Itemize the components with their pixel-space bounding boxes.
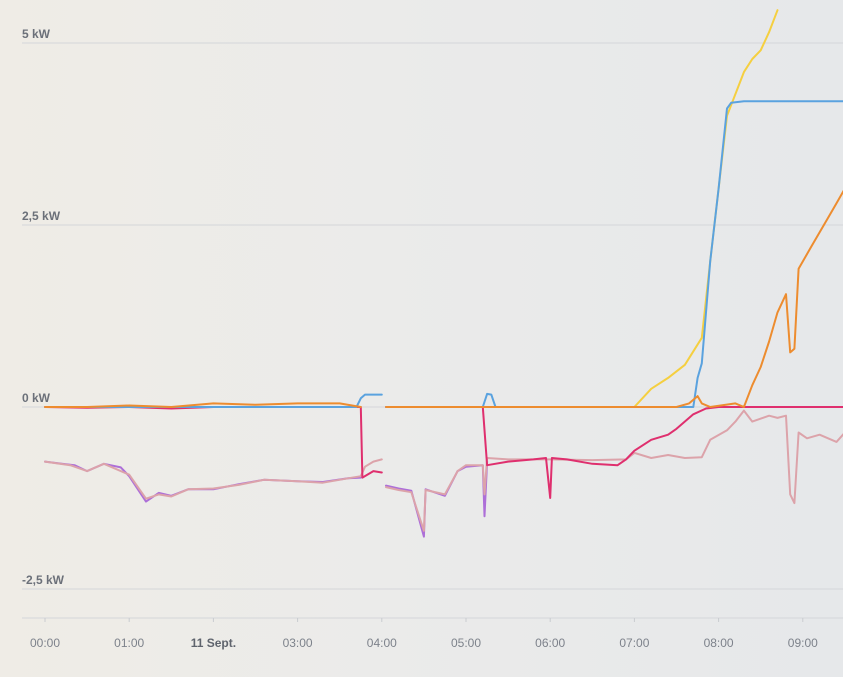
series-line-0 — [44, 460, 489, 538]
y-tick-label: 5 kW — [22, 27, 51, 41]
series-line-4 — [44, 100, 843, 408]
series-lines — [44, 9, 843, 538]
series-line-2 — [44, 406, 843, 499]
x-tick-label: 09:00 — [788, 636, 818, 650]
x-tick-label: 11 Sept. — [191, 636, 236, 650]
x-tick-label: 07:00 — [619, 636, 649, 650]
grid-lines — [22, 42, 843, 590]
x-tick-label: 08:00 — [704, 636, 734, 650]
y-tick-label: -2,5 kW — [22, 573, 65, 587]
series-line-5 — [44, 189, 843, 408]
y-tick-label: 0 kW — [22, 391, 51, 405]
series-line-3 — [633, 9, 779, 408]
x-axis: 00:00 01:00 11 Sept. 03:00 04:00 05:00 06:00 07… — [22, 617, 843, 650]
series-line-1 — [44, 409, 843, 532]
x-tick-label: 01:00 — [114, 636, 144, 650]
y-tick-label: 2,5 kW — [22, 209, 61, 223]
y-axis-labels: 5 kW 2,5 kW 0 kW -2,5 kW — [22, 27, 65, 587]
x-tick-label: 03:00 — [283, 636, 313, 650]
x-tick-label: 00:00 — [30, 636, 60, 650]
x-tick-label: 06:00 — [535, 636, 565, 650]
x-tick-label: 04:00 — [367, 636, 397, 650]
x-tick-label: 05:00 — [451, 636, 481, 650]
